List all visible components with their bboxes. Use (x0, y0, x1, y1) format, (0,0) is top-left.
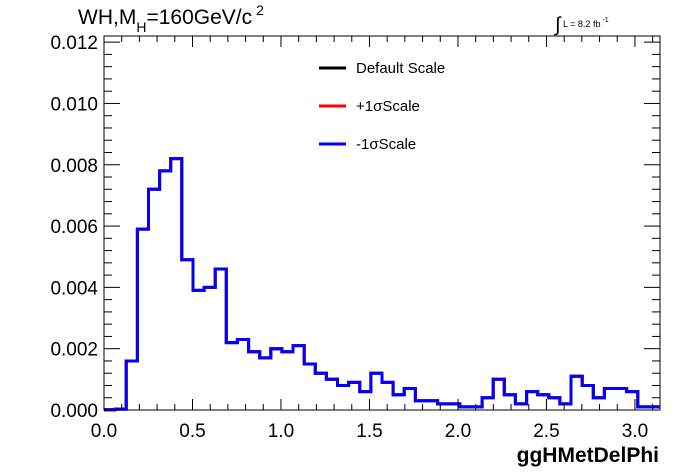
luminosity-text: L = 8.2 fb (563, 19, 601, 29)
x-tick-label: 3.0 (622, 421, 648, 442)
y-tick-label: 0.000 (50, 401, 98, 422)
x-tick-label: 2.5 (533, 421, 559, 442)
x-tick-label: 1.5 (356, 421, 382, 442)
y-tick-label: 0.010 (50, 94, 98, 115)
title-subscript: H (136, 19, 147, 35)
luminosity-label: ∫ L = 8.2 fb -1 (555, 10, 609, 36)
title-rest: =160GeV/c (146, 6, 253, 29)
x-tick-label: 0.0 (91, 421, 117, 442)
y-tick-label: 0.006 (50, 217, 98, 238)
luminosity-exponent: -1 (602, 17, 609, 24)
chart-title: WH,MH=160GeV/c 2 (78, 2, 264, 35)
x-axis-label: ggHMetDelPhi (517, 444, 659, 467)
plot-frame (103, 35, 661, 411)
legend-minus1sigma-scale-label: -1σScale (356, 136, 416, 153)
title-superscript: 2 (256, 2, 264, 18)
legend-default-scale-label: Default Scale (356, 60, 445, 77)
legend-plus1sigma-scale-label: +1σScale (356, 98, 420, 115)
title-main: WH,M (78, 6, 137, 29)
y-tick-label: 0.004 (50, 278, 98, 299)
y-tick-label: 0.008 (50, 156, 98, 177)
x-tick-label: 1.0 (268, 421, 294, 442)
integral-symbol: ∫ (555, 14, 561, 36)
histogram-minus1sigma (104, 157, 660, 412)
y-tick-label: 0.012 (50, 33, 98, 54)
x-tick-label: 0.5 (179, 421, 205, 442)
x-tick-label: 2.0 (445, 421, 471, 442)
y-tick-label: 0.002 (50, 340, 98, 361)
